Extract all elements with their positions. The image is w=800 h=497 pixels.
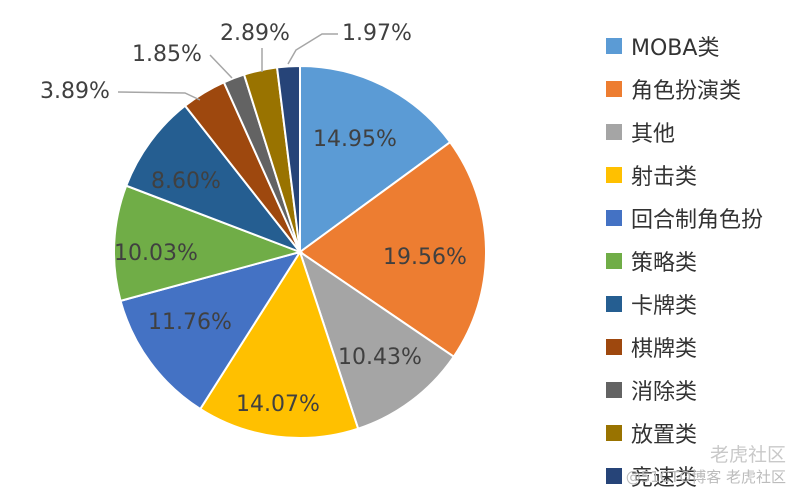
legend-label: 其他: [631, 121, 676, 147]
pie-slice-7: [124, 104, 304, 255]
legend-item: 策略类: [606, 239, 763, 282]
watermark-line2: @51CTO博客 老虎社区: [625, 468, 786, 486]
legend-swatch: [606, 166, 622, 183]
data-label-9: 1.85%: [132, 42, 202, 67]
legend-label: 棋牌类: [631, 336, 698, 362]
pie-chart: 14.95% 19.56% 10.43% 14.07% 11.76% 10.03% 8.60…: [40, 21, 487, 439]
legend-swatch: [606, 338, 622, 355]
legend-label: MOBA类: [631, 35, 720, 61]
data-label-11: 1.97%: [342, 21, 412, 46]
pie-slice-4: [198, 249, 360, 439]
legend-swatch: [606, 381, 622, 398]
legend-item: 竞速类: [606, 454, 763, 497]
legend-item: 其他: [606, 110, 763, 153]
legend-label: 消除类: [631, 379, 698, 405]
data-label-5: 11.76%: [148, 310, 232, 335]
data-label-4: 14.07%: [236, 392, 320, 417]
legend-item: 射击类: [606, 153, 763, 196]
legend-label: 策略类: [631, 250, 698, 276]
watermark: 老虎社区 @51CTO博客 老虎社区: [626, 444, 786, 488]
pie-slice-2: [298, 140, 487, 359]
legend: MOBA类角色扮演类其他射击类回合制角色扮 策略类卡牌类棋牌类消除类放置类竞速类: [606, 24, 763, 497]
data-label-2: 19.56%: [383, 245, 467, 270]
legend-item: 角色扮演类: [606, 67, 763, 110]
legend-label: 放置类: [631, 422, 698, 448]
legend-swatch: [606, 467, 622, 484]
legend-swatch: [606, 37, 622, 54]
legend-label: 回合制角色扮: [631, 207, 764, 233]
leader-line-11: [287, 33, 338, 65]
leader-line-8: [117, 91, 201, 101]
legend-swatch: [606, 424, 622, 441]
legend-item: 消除类: [606, 368, 763, 411]
data-label-7: 8.60%: [151, 169, 221, 194]
watermark-line1: 老虎社区: [709, 444, 786, 466]
legend-item: 棋牌类: [606, 325, 763, 368]
data-label-1: 14.95%: [313, 127, 397, 152]
pie-slice-5: [119, 250, 303, 411]
data-label-8: 3.89%: [40, 79, 110, 104]
legend-item: 回合制角色扮: [606, 196, 763, 239]
pie-slice-11: [275, 64, 301, 253]
legend-swatch: [606, 80, 622, 97]
leader-line-9: [209, 54, 233, 79]
legend-label: 卡牌类: [631, 293, 698, 319]
legend-item: MOBA类: [606, 24, 763, 67]
legend-swatch: [606, 252, 622, 269]
legend-item: 放置类: [606, 411, 763, 454]
data-label-3: 10.43%: [338, 345, 422, 370]
legend-swatch: [606, 209, 622, 226]
legend-item: 卡牌类: [606, 282, 763, 325]
legend-label: 射击类: [631, 164, 698, 190]
data-label-10: 2.89%: [220, 21, 290, 46]
data-label-6: 10.03%: [114, 241, 198, 266]
pie-slice-3: [298, 249, 456, 430]
legend-swatch: [606, 295, 622, 312]
pie-slice-1: [299, 64, 452, 254]
legend-label: 角色扮演类: [631, 78, 742, 104]
legend-label: 竞速类: [631, 465, 698, 491]
pie-slice-6: [113, 184, 304, 303]
legend-swatch: [606, 123, 622, 140]
